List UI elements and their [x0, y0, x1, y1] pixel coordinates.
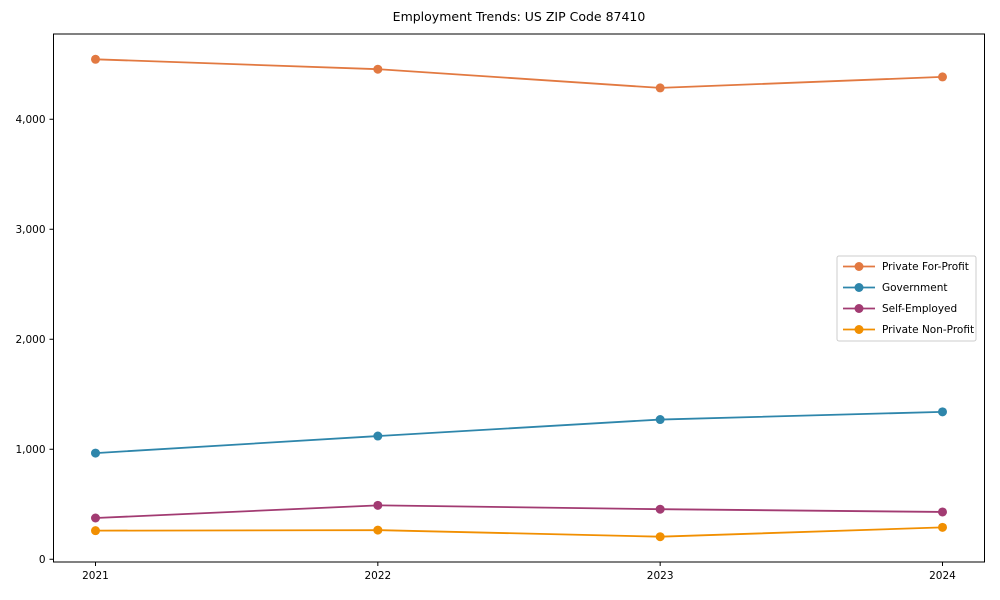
y-axis-tick-label: 3,000 [15, 224, 45, 236]
series-marker-private-for-profit [655, 83, 665, 93]
legend-swatch-marker-private-non-profit [854, 325, 864, 334]
legend-label-private-non-profit: Private Non-Profit [882, 324, 974, 336]
series-marker-private-non-profit [91, 526, 100, 536]
series-marker-government [938, 407, 947, 417]
y-axis-tick-label: 4,000 [15, 114, 45, 126]
legend-label-private-for-profit: Private For-Profit [882, 261, 969, 273]
legend-box [836, 255, 977, 342]
series-marker-self-employed [91, 513, 100, 523]
legend-label-self-employed: Self-Employed [882, 303, 957, 315]
series-marker-self-employed [938, 507, 947, 517]
chart-title: Employment Trends: US ZIP Code 87410 [392, 9, 646, 24]
series-marker-private-non-profit [373, 525, 383, 535]
series-line-government [95, 410, 943, 454]
series-marker-private-non-profit [938, 522, 947, 532]
series-line-private-for-profit [95, 58, 943, 89]
series-marker-self-employed [373, 500, 383, 510]
series-marker-private-non-profit [655, 532, 665, 542]
x-axis-tick-label: 2024 [929, 570, 956, 582]
x-axis-tick-label: 2022 [364, 570, 391, 582]
series-line-private-non-profit [95, 526, 943, 538]
legend-swatch-marker-self-employed [854, 304, 864, 313]
x-axis-tick-label: 2021 [82, 570, 109, 582]
series-marker-private-for-profit [938, 72, 947, 82]
y-axis-tick-label: 2,000 [15, 334, 45, 346]
plot-area-border [53, 33, 985, 563]
legend-label-government: Government [882, 282, 947, 294]
x-axis-tick-label: 2023 [647, 570, 674, 582]
series-marker-private-for-profit [373, 64, 383, 74]
series-marker-self-employed [655, 504, 665, 514]
series-marker-government [373, 431, 383, 441]
series-line-self-employed [95, 504, 943, 519]
legend-swatch-marker-private-for-profit [854, 262, 864, 271]
y-axis-tick-label: 1,000 [15, 444, 45, 456]
series-marker-government [655, 415, 665, 425]
y-axis-tick-label: 0 [39, 554, 46, 566]
series-marker-private-for-profit [91, 54, 100, 64]
series-marker-government [91, 448, 100, 458]
legend-swatch-marker-government [854, 283, 864, 292]
